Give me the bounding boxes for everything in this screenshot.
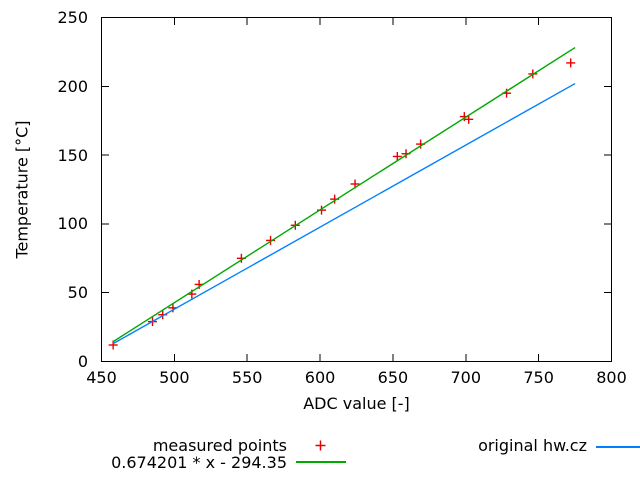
y-tick-label: 150 bbox=[57, 145, 88, 165]
x-tick-label: 650 bbox=[377, 368, 409, 387]
x-tick-label: 500 bbox=[159, 368, 190, 387]
x-tick-label: 600 bbox=[304, 368, 336, 387]
original-line-sample bbox=[596, 446, 640, 448]
x-axis-title: ADC value [-] bbox=[303, 394, 410, 413]
series-line-fit bbox=[112, 46, 576, 343]
x-tick-label: 700 bbox=[450, 368, 482, 387]
legend-label-measured-points: measured points bbox=[152, 436, 287, 455]
y-tick-label: 0 bbox=[77, 352, 88, 371]
x-tick-label: 750 bbox=[523, 368, 554, 387]
fit-line-sample bbox=[296, 461, 346, 463]
plot-border bbox=[101, 17, 612, 362]
y-tick-label: 50 bbox=[67, 283, 88, 303]
y-tick-label: 100 bbox=[57, 214, 88, 234]
plot-area bbox=[101, 17, 612, 362]
legend-label-original-hwcz: original hw.cz bbox=[478, 436, 587, 455]
x-tick-label: 550 bbox=[231, 368, 263, 387]
measured-points-plus-icon bbox=[315, 440, 326, 451]
y-tick-label: 250 bbox=[57, 8, 88, 27]
legend-label-fit-equation: 0.674201 * x - 294.35 bbox=[111, 453, 287, 472]
x-tick-label: 800 bbox=[596, 368, 627, 387]
series-line-original bbox=[112, 82, 576, 345]
y-axis-title: Temperature [°C] bbox=[0, 17, 44, 362]
y-axis-title-text: Temperature [°C] bbox=[12, 120, 32, 259]
x-tick-label: 450 bbox=[86, 368, 117, 387]
y-tick-label: 200 bbox=[57, 76, 88, 96]
